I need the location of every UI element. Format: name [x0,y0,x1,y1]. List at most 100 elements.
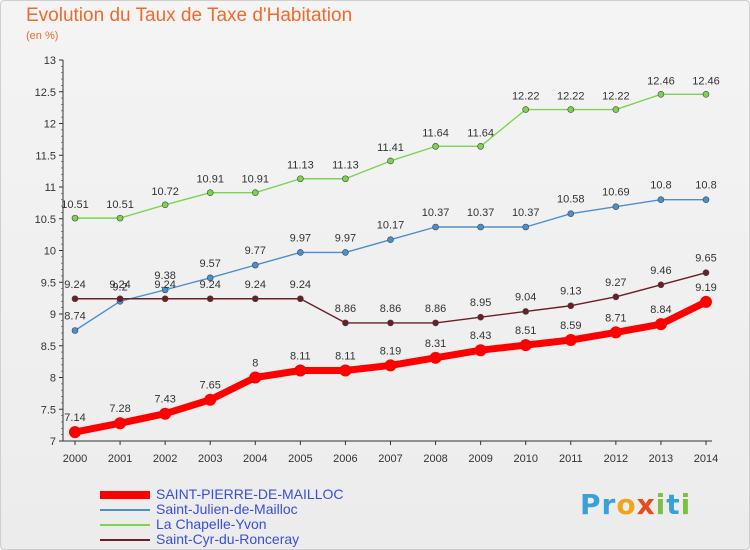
data-label: 8.86 [380,303,401,315]
x-tick-label: 2012 [604,453,628,465]
data-label: 7.65 [200,380,221,392]
y-tick-label: 7.5 [41,404,56,416]
data-label: 10.91 [196,174,224,186]
data-label: 8.86 [425,303,446,315]
data-label: 8.11 [335,351,356,363]
data-point [342,319,349,327]
x-tick-label: 2005 [288,453,312,465]
data-label: 9.77 [245,245,266,257]
data-label: 9.04 [515,291,536,303]
y-tick-label: 10.5 [35,214,56,226]
data-point [297,249,304,256]
data-point [206,295,214,303]
data-label: 12.46 [647,75,675,87]
data-point [657,281,665,289]
data-point [477,223,484,231]
data-label: 10.37 [467,207,495,219]
data-label: 9.27 [605,277,626,289]
data-label: 10.37 [422,207,450,219]
data-point [477,143,484,150]
data-point [564,334,577,347]
data-label: 10.51 [61,199,89,211]
data-point [387,319,394,327]
data-label: 8.59 [560,320,581,332]
x-tick-label: 2004 [243,453,267,465]
chart-title: Evolution du Taux de Taxe d'Habitation [26,5,353,26]
x-tick-label: 2011 [559,453,583,465]
data-label: 7.14 [64,412,85,424]
data-point [702,90,710,98]
data-point [702,196,710,203]
x-tick-label: 2013 [649,453,673,465]
data-point [251,261,259,269]
data-label: 9.46 [650,265,671,277]
data-point [161,295,169,303]
chart-subtitle: (en %) [26,30,59,42]
data-label: 8.95 [470,297,491,309]
data-point [114,417,127,430]
data-label: 8.31 [425,338,446,350]
data-point [477,313,484,321]
data-point [657,90,665,98]
data-label: 8.84 [650,304,671,316]
data-label: 9.2 [112,281,127,293]
data-label: 9.13 [560,286,581,298]
data-label: 9.97 [335,232,356,244]
data-point [161,286,169,294]
logo-letter: i [680,488,692,521]
data-point [387,157,394,165]
data-label: 10.37 [512,207,540,219]
x-tick-label: 2010 [513,453,537,465]
data-label: 10.69 [602,187,630,199]
data-label: 11.64 [467,127,494,139]
x-tick-label: 2003 [198,453,222,465]
x-tick-label: 2009 [468,453,492,465]
data-point [432,223,439,231]
data-point [700,295,712,308]
data-point [159,407,172,420]
data-label: 9.24 [200,279,221,291]
data-point [609,326,622,339]
data-point [71,214,79,222]
y-tick-label: 8 [50,373,56,385]
data-label: 7.28 [109,403,130,415]
data-point [294,364,307,377]
data-label: 9.24 [109,279,130,291]
y-tick-label: 9.5 [41,277,56,289]
data-label: 8.19 [380,345,401,357]
data-point [474,344,487,357]
data-label: 11.64 [422,127,449,139]
data-label: 10.51 [106,199,134,211]
data-point [702,269,710,277]
legend-label: Saint-Cyr-du-Ronceray [156,531,300,547]
data-point [206,274,214,282]
data-point [249,371,262,384]
data-point [432,319,439,327]
data-point [297,295,304,303]
data-point [567,210,575,217]
series-line [75,93,706,219]
logo-letter: P [580,488,602,521]
data-point [342,175,349,183]
data-point [116,214,124,222]
y-tick-label: 10 [44,246,56,258]
logo-letter: t [666,488,681,521]
logo-letter: o [616,488,637,521]
y-tick-label: 9 [50,309,56,321]
data-label: 8.51 [515,325,536,337]
data-label: 7.43 [154,394,175,406]
data-label: 10.72 [151,186,179,198]
legend-label: La Chapelle-Yvon [156,516,267,532]
data-label: 12.22 [557,91,585,103]
data-point [567,106,575,113]
x-tick-label: 2006 [333,453,357,465]
data-point [384,359,397,372]
data-point [429,351,442,364]
data-point [567,302,575,310]
y-tick-label: 11.5 [35,150,56,162]
data-point [342,249,349,256]
data-point [206,189,214,197]
data-label: 9.24 [290,279,311,291]
